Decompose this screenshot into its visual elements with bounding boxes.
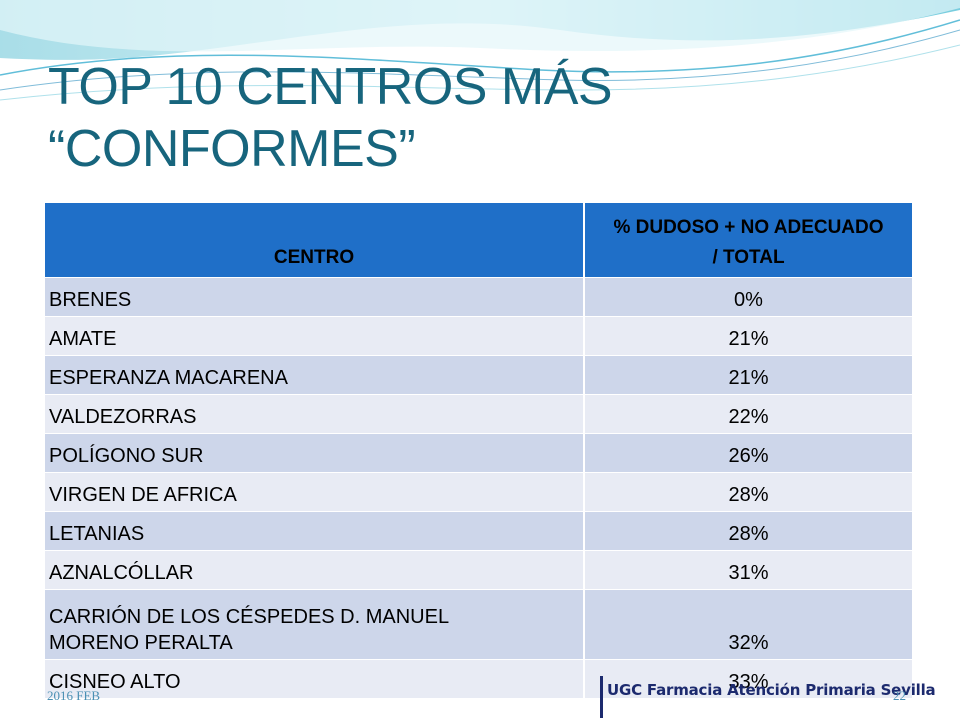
slide-title-line-2: “CONFORMES” xyxy=(48,120,416,178)
table-row: ESPERANZA MACARENA 21% xyxy=(45,355,912,395)
table-row: VALDEZORRAS 22% xyxy=(45,394,912,434)
table-row: CISNEO ALTO 33% xyxy=(45,659,912,698)
centro-cell: CARRIÓN DE LOS CÉSPEDES D. MANUEL MORENO… xyxy=(45,589,585,660)
centro-cell-line-1: CARRIÓN DE LOS CÉSPEDES D. MANUEL xyxy=(49,606,450,628)
centro-cell: VIRGEN DE AFRICA xyxy=(45,472,585,512)
centro-cell: LETANIAS xyxy=(45,511,585,551)
percent-cell: 28% xyxy=(584,511,912,551)
centro-cell: CISNEO ALTO xyxy=(45,659,585,698)
decorative-waves xyxy=(0,0,960,101)
table-row: VIRGEN DE AFRICA 28% xyxy=(45,472,912,512)
centro-cell: POLÍGONO SUR xyxy=(45,433,585,473)
table-row: BRENES 0% xyxy=(45,277,912,317)
header-percent-line-1: % DUDOSO + NO ADECUADO xyxy=(613,217,884,238)
header-percent-line-2: / TOTAL xyxy=(712,247,785,268)
percent-cell: 33% xyxy=(584,659,912,698)
table-row: AZNALCÓLLAR 31% xyxy=(45,550,912,590)
table-row: AMATE 21% xyxy=(45,316,912,356)
centro-cell-line-2: MORENO PERALTA xyxy=(49,632,233,654)
organization-logo: UGC Farmacia Atención Primaria Sevilla xyxy=(607,681,936,699)
table-row: LETANIAS 28% xyxy=(45,511,912,551)
logo-divider xyxy=(600,676,603,718)
centro-cell: ESPERANZA MACARENA xyxy=(45,355,585,395)
slide-title: TOP 10 CENTROS MÁS “CONFORMES” xyxy=(48,56,908,180)
centro-cell: AMATE xyxy=(45,316,585,356)
centros-table: CENTRO % DUDOSO + NO ADECUADO / TOTAL BR… xyxy=(45,203,912,698)
percent-cell: 32% xyxy=(584,589,912,660)
percent-cell: 0% xyxy=(584,277,912,317)
centro-cell: BRENES xyxy=(45,277,585,317)
percent-cell: 21% xyxy=(584,355,912,395)
percent-cell: 21% xyxy=(584,316,912,356)
centro-cell: VALDEZORRAS xyxy=(45,394,585,434)
table-row: POLÍGONO SUR 26% xyxy=(45,433,912,473)
header-centro: CENTRO xyxy=(45,203,585,278)
table-header-row: CENTRO % DUDOSO + NO ADECUADO / TOTAL xyxy=(45,203,912,278)
percent-cell: 28% xyxy=(584,472,912,512)
percent-cell: 22% xyxy=(584,394,912,434)
table-row: CARRIÓN DE LOS CÉSPEDES D. MANUEL MORENO… xyxy=(45,589,912,660)
percent-cell: 26% xyxy=(584,433,912,473)
page-number: 22 xyxy=(893,688,906,703)
footer-date: 2016 FEB xyxy=(47,688,101,703)
slide-title-line-1: TOP 10 CENTROS MÁS xyxy=(48,58,613,116)
header-percent: % DUDOSO + NO ADECUADO / TOTAL xyxy=(584,203,912,278)
centro-cell: AZNALCÓLLAR xyxy=(45,550,585,590)
percent-cell: 31% xyxy=(584,550,912,590)
